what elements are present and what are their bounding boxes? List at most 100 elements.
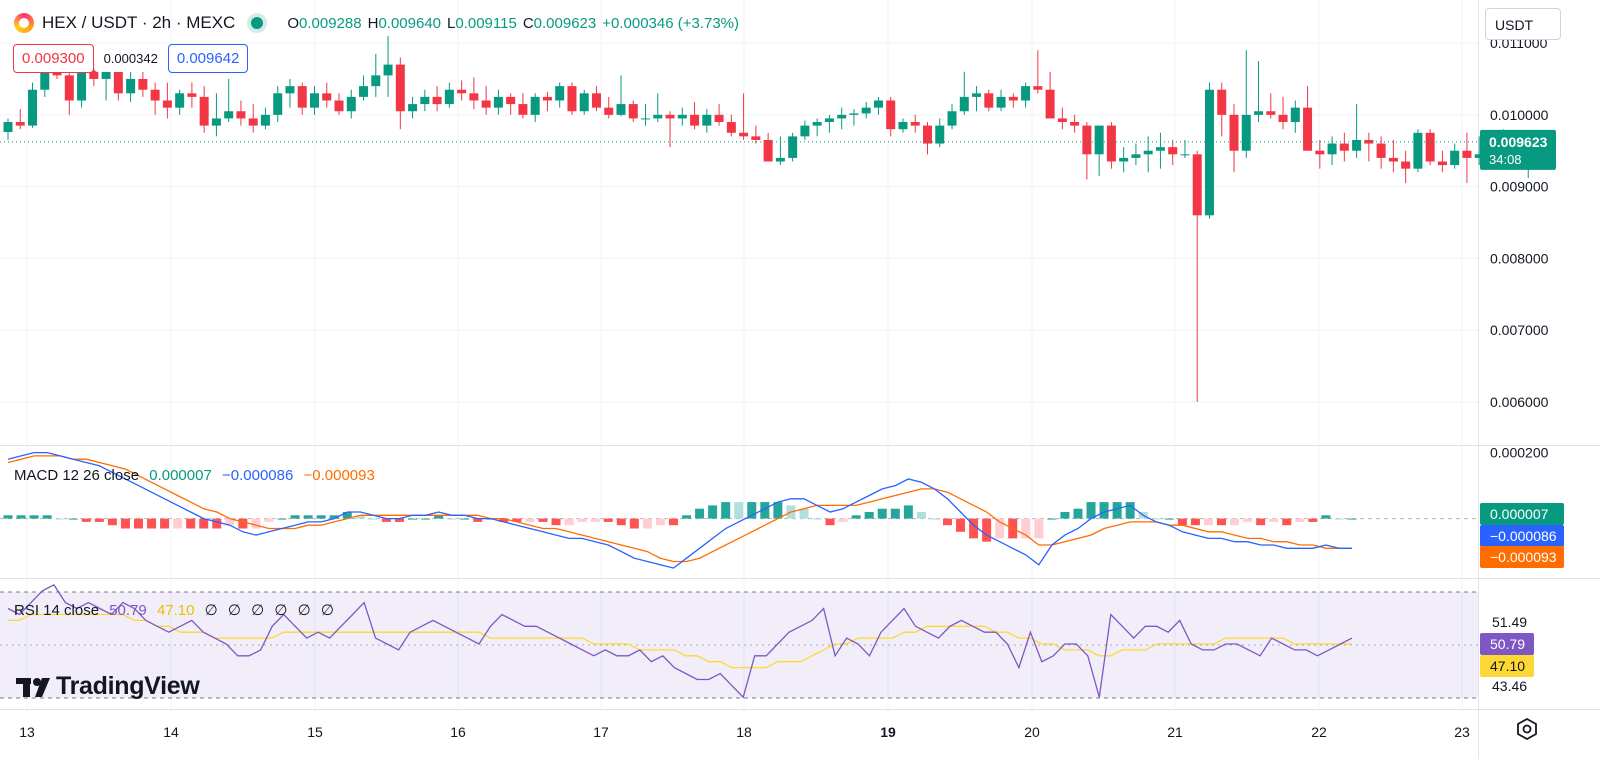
rsi-legend[interactable]: RSI 14 close 50.79 47.10 ∅ ∅ ∅ ∅ ∅ ∅ [14, 601, 340, 621]
x-tick-label: 22 [1311, 724, 1327, 740]
candle-body [371, 75, 381, 87]
macd-histogram-bar [525, 518, 535, 522]
rsi-tick-label: 51.49 [1492, 614, 1527, 630]
candle-body [1119, 157, 1129, 162]
tradingview-logo[interactable]: TradingView [16, 672, 200, 701]
candle-body [236, 111, 246, 119]
candle-body [1082, 125, 1092, 155]
high-key: H [367, 14, 379, 32]
macd-title: MACD 12 26 close [14, 467, 140, 484]
macd-pane [0, 451, 1478, 569]
candle-body [211, 118, 221, 126]
macd-histogram-bar [186, 518, 196, 529]
macd-histogram-bar [303, 515, 313, 519]
candle-body [359, 86, 369, 97]
candle-body [1462, 150, 1472, 158]
macd-hist-value: 0.000007 [149, 467, 212, 484]
macd-histogram-bar [668, 518, 678, 526]
currency-selector[interactable]: USDT [1485, 8, 1561, 40]
macd-histogram-bar [3, 515, 13, 519]
macd-histogram-bar [447, 518, 457, 520]
candle-body [653, 114, 663, 119]
candle-body [395, 64, 405, 112]
candle-body [1070, 122, 1080, 126]
rsi-placeholder-5: ∅ [297, 602, 311, 619]
candle-body [1474, 154, 1484, 158]
candle-body [469, 93, 479, 101]
macd-histogram-bar [107, 518, 117, 526]
macd-histogram-bar [564, 518, 574, 526]
candle-body [1339, 143, 1349, 151]
macd-histogram-bar [264, 518, 274, 522]
candle-body [1094, 125, 1104, 155]
candle-body [677, 114, 687, 119]
symbol-legend: HEX / USDT · 2h · MEXC O 0.009288 H 0.0096… [14, 12, 745, 34]
candle-body [739, 132, 749, 137]
macd-hist-tag-label: 0.000007 [1490, 506, 1549, 522]
candle-body [1266, 111, 1276, 115]
candle-body [285, 86, 295, 94]
price-tick-label: 0.010000 [1490, 107, 1549, 123]
candle-body [15, 122, 25, 126]
macd-histogram-bar [812, 518, 822, 520]
candle-body [567, 86, 577, 112]
rsi-ma-line [8, 613, 1352, 669]
settings-button[interactable] [1512, 714, 1542, 744]
candle-body [346, 96, 356, 112]
macd-histogram-bar [120, 518, 130, 529]
candle-body [77, 57, 87, 101]
macd-histogram-bar [682, 515, 692, 519]
x-tick-label: 13 [19, 724, 35, 740]
x-tick-label: 19 [880, 724, 896, 740]
candle-body [101, 68, 111, 79]
candle-body [322, 93, 332, 101]
candle-body [420, 96, 430, 105]
macd-histogram-bar [133, 518, 143, 529]
macd-histogram-bar [434, 515, 444, 519]
candle-body [199, 96, 209, 126]
buy-button[interactable]: 0.009642 [167, 44, 249, 73]
candle-body [1388, 157, 1398, 162]
x-tick-label: 15 [307, 724, 323, 740]
sell-button[interactable]: 0.009300 [13, 44, 94, 73]
candle-body [763, 139, 773, 162]
spread-value: 0.000342 [93, 45, 168, 72]
macd-signal-value: −0.000093 [303, 467, 375, 484]
candle-body [837, 114, 847, 119]
macd-histogram-bar [160, 518, 170, 529]
rsi-placeholder-3: ∅ [251, 602, 265, 619]
macd-histogram-bar [1047, 518, 1057, 520]
market-status-icon[interactable] [251, 17, 264, 29]
rsi-title: RSI 14 close [14, 602, 100, 619]
macd-histogram-bar [603, 518, 613, 522]
macd-histogram-bar [982, 518, 992, 542]
macd-histogram-bar [499, 518, 509, 522]
candle-body [1241, 114, 1251, 151]
candle-body [1401, 161, 1411, 169]
candle-body [64, 75, 74, 101]
open-key: O [287, 14, 300, 32]
macd-histogram-bar [408, 518, 418, 520]
close-key: C [522, 14, 534, 32]
candle-body [824, 118, 834, 123]
macd-histogram-bar [590, 518, 600, 522]
candle-body [383, 64, 393, 76]
candle-body [726, 122, 736, 133]
candle-body [1425, 132, 1435, 162]
candle-body [714, 114, 724, 123]
candle-body [1021, 86, 1031, 101]
symbol-title[interactable]: HEX / USDT · 2h · MEXC [42, 13, 236, 32]
macd-legend[interactable]: MACD 12 26 close 0.000007 −0.000086 −0.0… [14, 466, 381, 486]
macd-signal-tag [1480, 546, 1564, 568]
candle-body [910, 122, 920, 126]
candle-body [555, 86, 565, 101]
macd-histogram-bar [1295, 518, 1305, 522]
trade-buttons: 0.009300 0.000342 0.009642 [13, 44, 249, 73]
rsi-pane [0, 584, 1478, 699]
price-tick-label: 0.006000 [1490, 394, 1549, 410]
macd-histogram-bar [1243, 518, 1253, 522]
macd-histogram-bar [1282, 518, 1292, 526]
candle-body [1327, 143, 1337, 155]
